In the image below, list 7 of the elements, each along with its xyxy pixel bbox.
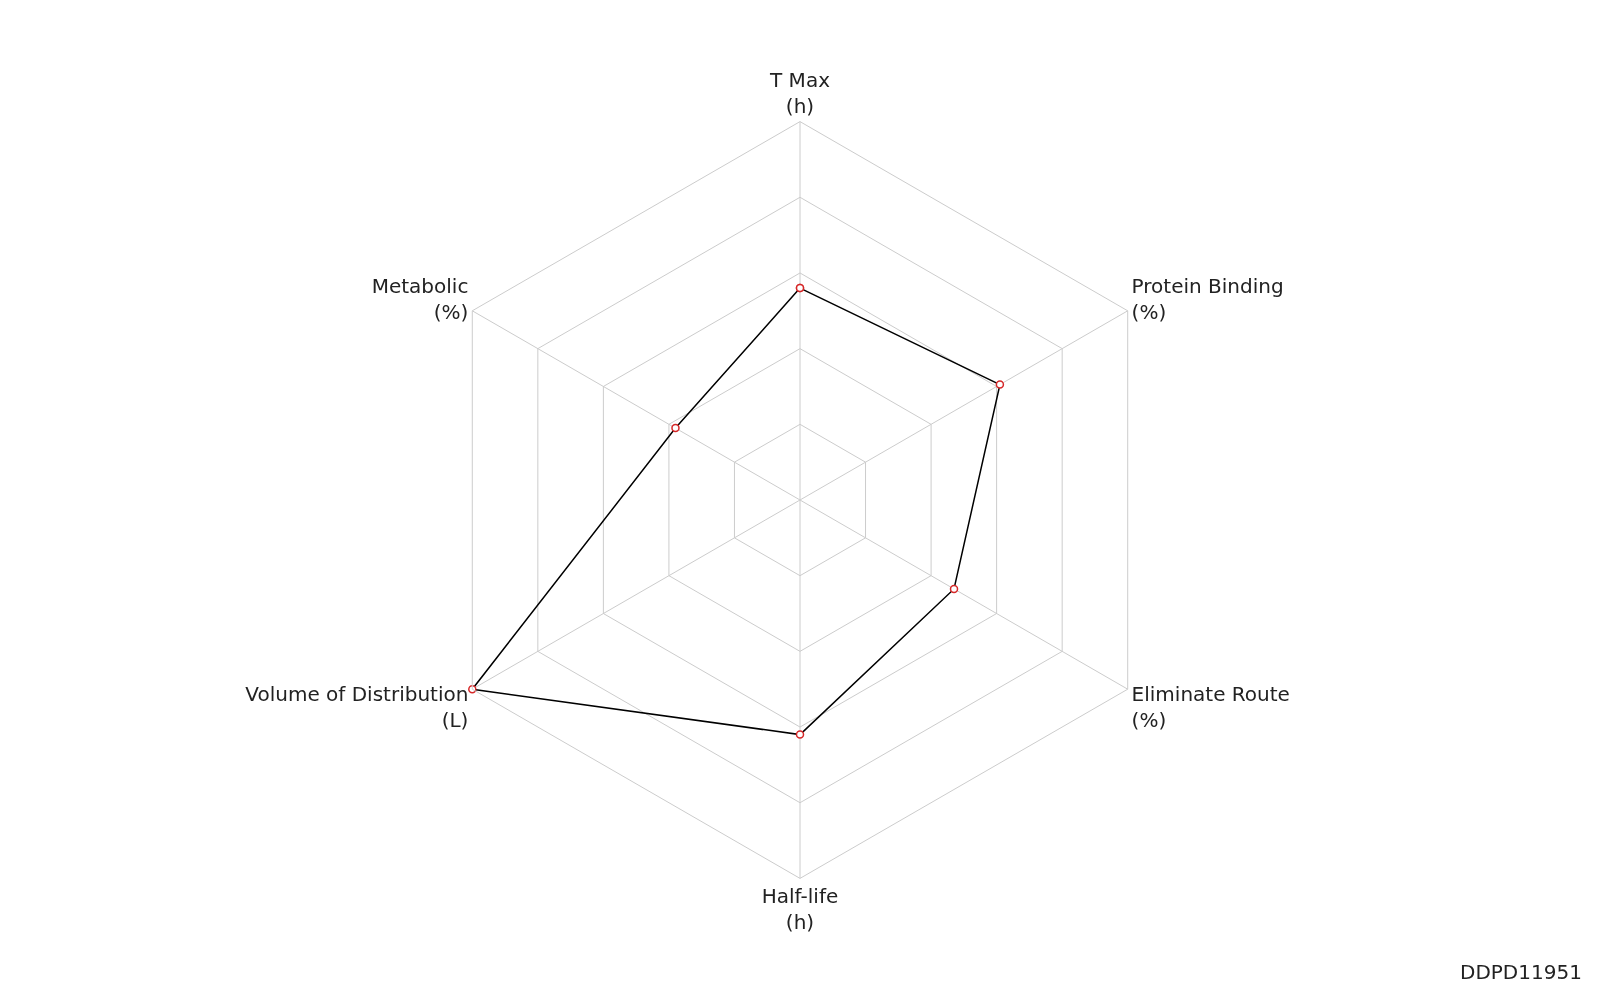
spoke-label: Protein Binding (%) — [1131, 274, 1284, 325]
spoke-label: Metabolic (%) — [371, 274, 469, 325]
spoke-label: Eliminate Route (%) — [1131, 682, 1290, 733]
text: DDPD11951 — [1460, 960, 1582, 984]
spoke-label: T Max (h) — [769, 68, 831, 119]
spoke-label: Volume of Distribution (L) — [245, 682, 469, 733]
spoke-label: Half-life (h) — [761, 883, 839, 934]
